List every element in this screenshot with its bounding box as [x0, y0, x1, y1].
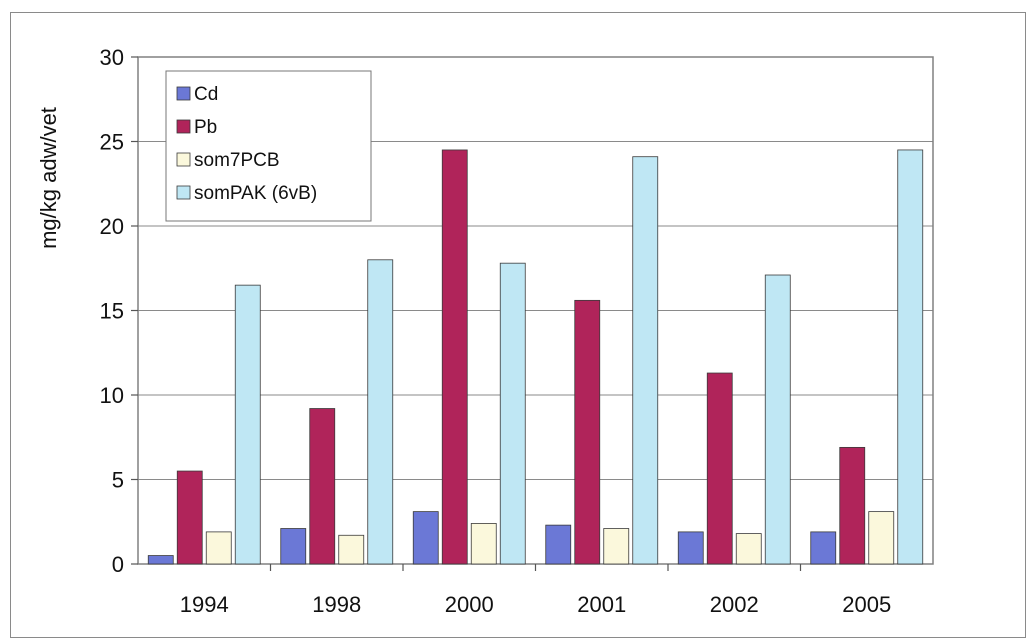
bar-som7pcb-1998 [338, 534, 365, 565]
legend-box [165, 70, 372, 222]
bar-sompak-6vb-1998 [367, 259, 394, 565]
legend-swatch [176, 119, 191, 134]
y-tick-label: 25 [100, 130, 124, 155]
legend-label: somPAK (6vB) [194, 183, 317, 204]
bar-pb-1998 [309, 408, 336, 565]
bar-cd-2002 [677, 531, 704, 565]
x-axis: 1994 1998 2000 2001 2002 2005 [180, 564, 891, 617]
bar-pb-2000 [441, 149, 468, 565]
bar-pb-2005 [839, 446, 866, 565]
y-tick-label: 5 [112, 468, 124, 493]
y-axis: 0 5 10 15 20 25 30 [100, 45, 138, 577]
y-tick-label: 20 [100, 214, 124, 239]
x-tick-label: 2002 [710, 592, 759, 617]
bar-sompak-6vb-2000 [499, 262, 526, 565]
bar-som7pcb-2000 [470, 523, 497, 565]
bar-cd-1998 [280, 528, 307, 565]
bar-pb-2002 [706, 372, 733, 565]
bar-sompak-6vb-2002 [764, 274, 791, 565]
bar-som7pcb-2002 [735, 533, 762, 565]
bar-cd-1994 [147, 555, 174, 565]
bar-cd-2001 [545, 524, 572, 565]
y-tick-label: 15 [100, 299, 124, 324]
y-tick-label: 30 [100, 45, 124, 70]
bar-cd-2000 [412, 511, 439, 565]
y-tick-label: 10 [100, 383, 124, 408]
legend-label: som7PCB [194, 150, 280, 171]
x-tick-label: 2005 [842, 592, 891, 617]
bar-som7pcb-2005 [868, 511, 895, 565]
bar-sompak-6vb-2005 [897, 149, 924, 565]
y-tick-label: 0 [112, 552, 124, 577]
legend: Cd Pb som7PCB somPAK (6vB) [165, 70, 372, 222]
x-tick-label: 2001 [577, 592, 626, 617]
legend-label: Cd [194, 84, 218, 105]
legend-swatch [176, 152, 191, 167]
bars [147, 149, 924, 565]
bar-sompak-6vb-1994 [234, 284, 261, 565]
y-axis-title: mg/kg adw/vet [36, 107, 61, 249]
legend-label: Pb [194, 117, 217, 138]
bar-cd-2005 [810, 531, 837, 565]
bar-som7pcb-1994 [205, 531, 232, 565]
bar-pb-2001 [574, 299, 601, 565]
legend-swatch [176, 86, 191, 101]
x-tick-label: 1994 [180, 592, 229, 617]
x-tick-label: 2000 [445, 592, 494, 617]
bar-som7pcb-2001 [603, 528, 630, 565]
x-tick-label: 1998 [312, 592, 361, 617]
bar-pb-1994 [176, 470, 203, 565]
legend-swatch [176, 185, 191, 200]
bar-sompak-6vb-2001 [632, 156, 659, 565]
